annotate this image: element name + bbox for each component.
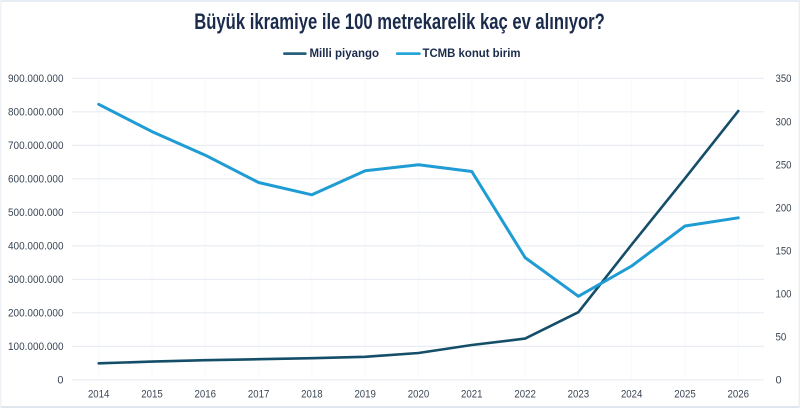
svg-text:50: 50 bbox=[776, 332, 787, 344]
svg-text:TCMB konut birim: TCMB konut birim bbox=[423, 46, 521, 60]
svg-text:0: 0 bbox=[57, 375, 63, 387]
svg-text:2025: 2025 bbox=[674, 389, 696, 401]
svg-text:200: 200 bbox=[776, 202, 792, 214]
svg-text:600.000.000: 600.000.000 bbox=[8, 174, 64, 186]
svg-text:Milli piyango: Milli piyango bbox=[310, 46, 380, 60]
svg-text:0: 0 bbox=[776, 375, 782, 387]
svg-text:900.000.000: 900.000.000 bbox=[8, 73, 64, 85]
svg-text:2015: 2015 bbox=[141, 389, 163, 401]
svg-text:700.000.000: 700.000.000 bbox=[8, 140, 64, 152]
svg-text:2026: 2026 bbox=[728, 389, 750, 401]
svg-text:250: 250 bbox=[776, 159, 792, 171]
svg-text:2019: 2019 bbox=[354, 389, 376, 401]
svg-text:2017: 2017 bbox=[248, 389, 270, 401]
svg-text:2020: 2020 bbox=[408, 389, 430, 401]
svg-text:300.000.000: 300.000.000 bbox=[8, 274, 64, 286]
svg-text:350: 350 bbox=[776, 73, 792, 85]
svg-text:150: 150 bbox=[776, 246, 792, 258]
svg-text:100: 100 bbox=[776, 289, 792, 301]
svg-text:200.000.000: 200.000.000 bbox=[8, 308, 64, 320]
svg-text:2018: 2018 bbox=[301, 389, 323, 401]
svg-text:800.000.000: 800.000.000 bbox=[8, 107, 64, 119]
svg-text:2021: 2021 bbox=[461, 389, 483, 401]
svg-text:2014: 2014 bbox=[88, 389, 110, 401]
svg-text:2024: 2024 bbox=[621, 389, 643, 401]
svg-text:400.000.000: 400.000.000 bbox=[8, 241, 64, 253]
svg-text:2022: 2022 bbox=[514, 389, 536, 401]
svg-text:300: 300 bbox=[776, 116, 792, 128]
svg-text:100.000.000: 100.000.000 bbox=[8, 341, 64, 353]
svg-text:2023: 2023 bbox=[568, 389, 590, 401]
svg-text:Büyük ikramiye ile 100 metreka: Büyük ikramiye ile 100 metrekarelik kaç … bbox=[194, 9, 605, 34]
svg-text:500.000.000: 500.000.000 bbox=[8, 207, 64, 219]
svg-text:2016: 2016 bbox=[195, 389, 217, 401]
